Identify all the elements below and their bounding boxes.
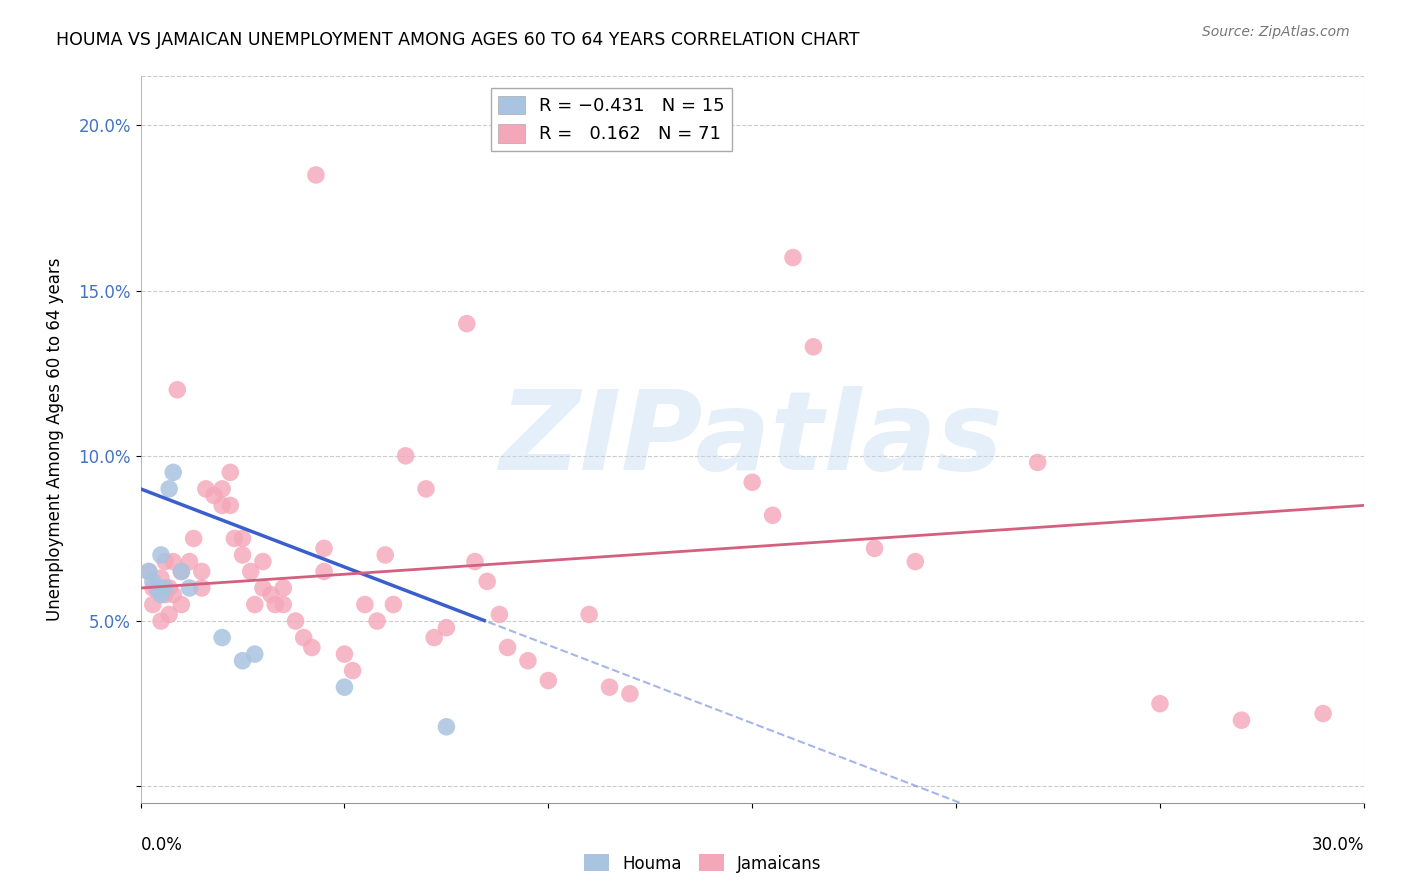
Point: [157, 581, 180, 595]
Point: [1230, 713, 1253, 727]
Point: [179, 581, 201, 595]
Point: [423, 631, 446, 645]
Point: [599, 680, 621, 694]
Point: [243, 647, 266, 661]
Point: [863, 541, 886, 556]
Point: [260, 588, 283, 602]
Point: [183, 532, 205, 546]
Point: [191, 565, 214, 579]
Point: [142, 598, 165, 612]
Point: [146, 581, 169, 595]
Point: [578, 607, 600, 622]
Point: [619, 687, 641, 701]
Point: [415, 482, 437, 496]
Point: [1149, 697, 1171, 711]
Legend: R = −0.431   N = 15, R =   0.162   N = 71: R = −0.431 N = 15, R = 0.162 N = 71: [491, 88, 733, 151]
Point: [333, 647, 356, 661]
Point: [138, 565, 160, 579]
Point: [264, 598, 287, 612]
Point: [150, 548, 172, 562]
Point: [239, 565, 262, 579]
Point: [150, 614, 172, 628]
Point: [170, 565, 193, 579]
Point: [436, 621, 458, 635]
Point: [162, 466, 184, 480]
Point: [153, 588, 176, 602]
Point: [231, 532, 254, 546]
Point: [231, 654, 254, 668]
Point: [150, 571, 172, 585]
Text: HOUMA VS JAMAICAN UNEMPLOYMENT AMONG AGES 60 TO 64 YEARS CORRELATION CHART: HOUMA VS JAMAICAN UNEMPLOYMENT AMONG AGE…: [56, 31, 859, 49]
Point: [301, 640, 323, 655]
Point: [191, 581, 214, 595]
Point: [243, 598, 266, 612]
Y-axis label: Unemployment Among Ages 60 to 64 years: Unemployment Among Ages 60 to 64 years: [46, 258, 65, 621]
Point: [142, 574, 165, 589]
Point: [782, 251, 804, 265]
Point: [803, 340, 825, 354]
Text: 30.0%: 30.0%: [1312, 836, 1364, 854]
Point: [153, 581, 176, 595]
Point: [305, 168, 328, 182]
Point: [211, 631, 233, 645]
Point: [194, 482, 217, 496]
Point: [284, 614, 307, 628]
Point: [252, 555, 274, 569]
Point: [354, 598, 377, 612]
Point: [292, 631, 315, 645]
Point: [142, 581, 165, 595]
Text: 0.0%: 0.0%: [141, 836, 183, 854]
Point: [153, 555, 176, 569]
Point: [202, 488, 225, 502]
Point: [146, 581, 169, 595]
Point: [312, 541, 335, 556]
Point: [342, 664, 364, 678]
Point: [333, 680, 356, 694]
Point: [271, 598, 295, 612]
Point: [475, 574, 498, 589]
Legend: Houma, Jamaicans: Houma, Jamaicans: [578, 847, 828, 880]
Point: [211, 482, 233, 496]
Point: [179, 555, 201, 569]
Point: [162, 555, 184, 569]
Point: [464, 555, 486, 569]
Point: [224, 532, 246, 546]
Point: [231, 548, 254, 562]
Point: [271, 581, 295, 595]
Point: [1312, 706, 1334, 721]
Point: [517, 654, 540, 668]
Point: [170, 598, 193, 612]
Point: [537, 673, 560, 688]
Point: [904, 555, 927, 569]
Point: [312, 565, 335, 579]
Point: [394, 449, 416, 463]
Point: [138, 565, 160, 579]
Point: [150, 588, 172, 602]
Point: [496, 640, 519, 655]
Point: [211, 499, 233, 513]
Point: [219, 499, 242, 513]
Point: [166, 383, 188, 397]
Point: [741, 475, 763, 490]
Point: [456, 317, 478, 331]
Point: [252, 581, 274, 595]
Point: [157, 607, 180, 622]
Point: [157, 482, 180, 496]
Point: [366, 614, 388, 628]
Point: [436, 720, 458, 734]
Point: [762, 508, 785, 523]
Point: [1026, 455, 1049, 469]
Point: [170, 565, 193, 579]
Point: [488, 607, 510, 622]
Point: [382, 598, 405, 612]
Text: Source: ZipAtlas.com: Source: ZipAtlas.com: [1202, 25, 1350, 39]
Text: ZIPatlas: ZIPatlas: [501, 386, 1004, 492]
Point: [162, 588, 184, 602]
Point: [219, 466, 242, 480]
Point: [374, 548, 396, 562]
